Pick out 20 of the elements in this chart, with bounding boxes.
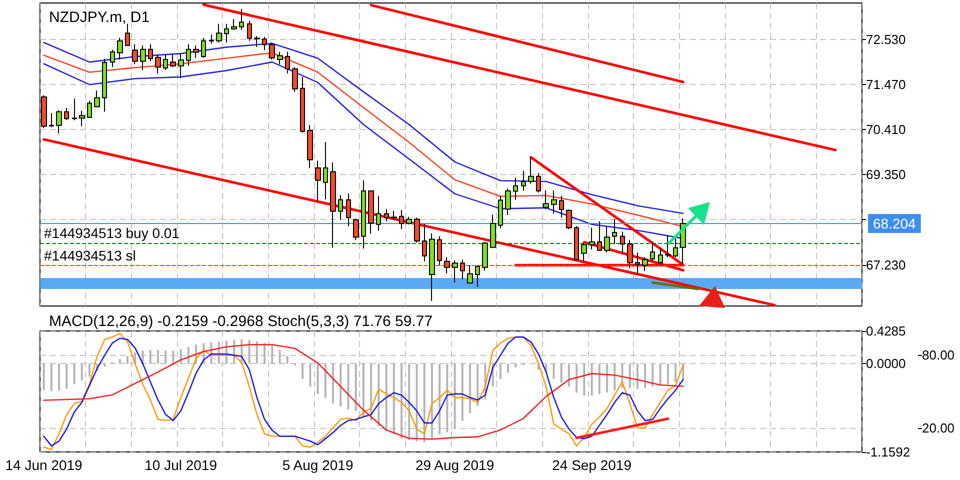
y-tick-label: 20.00: [922, 420, 955, 436]
y-tick-label: 69.350: [866, 167, 906, 182]
chart-title: MACD(12,26,9) -0.2159 -0.2968 Stoch(5,3,3) 71.76 59.77: [49, 313, 433, 330]
x-tick-label: 14 Jun 2019: [5, 457, 83, 473]
ref-line-label: #144934513 buy 0.01: [44, 225, 180, 242]
ref-line-label: #144934513 sl: [44, 248, 136, 264]
x-tick-label: 5 Aug 2019: [282, 457, 354, 473]
x-tick-label: 10 Jul 2019: [144, 457, 218, 473]
x-tick-label: 29 Aug 2019: [415, 457, 494, 473]
y-tick-label: 67.230: [866, 257, 906, 272]
y2-tick-label: 0.4285: [866, 324, 906, 338]
chart-title: NZDJPY.m, D1: [49, 9, 150, 26]
ref-line-label: 68.204: [873, 216, 916, 232]
y-tick-label: 70.410: [866, 122, 906, 138]
y2-tick-label: 0.0000: [866, 356, 906, 372]
x-tick-label: 24 Sep 2019: [552, 457, 632, 473]
y-tick-label: 72.530: [866, 32, 906, 48]
y2-tick-label: -1.1592: [866, 444, 910, 460]
y-tick-label: 71.470: [866, 77, 906, 92]
y-tick-label: 80.00: [922, 348, 955, 363]
